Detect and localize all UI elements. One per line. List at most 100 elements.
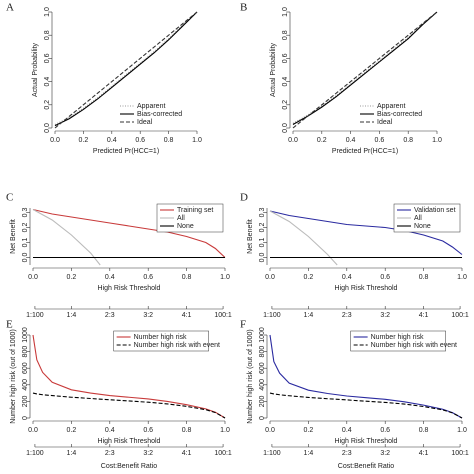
y-tick-label: 0.8: [282, 30, 289, 40]
y-axis-label: Number high risk (out of 1000): [247, 329, 254, 424]
series-line: [32, 334, 226, 419]
series-line: [292, 11, 438, 129]
x-axis-label: High Risk Threshold: [335, 285, 398, 292]
x-tick-label: 0.8: [164, 137, 174, 144]
y-axis-label: Actual Probability: [270, 42, 277, 97]
legend-label: All: [414, 215, 422, 222]
legend-label: Training set: [177, 207, 213, 214]
y-tick-label: 200: [259, 395, 266, 407]
panel-label: F: [240, 319, 246, 331]
series-line: [54, 11, 198, 127]
y-tick-label: 0.0: [282, 123, 289, 133]
y-tick-label: 1000: [259, 327, 266, 343]
series-line: [32, 392, 226, 419]
x-tick-label: 0.8: [419, 427, 429, 434]
y-tick-label: 0.8: [44, 30, 51, 40]
x-tick-label: 0.0: [288, 137, 298, 144]
legend-label: Apparent: [377, 103, 405, 110]
x-tick-label: 0.2: [317, 137, 327, 144]
legend-label: Number high risk: [371, 334, 424, 341]
legend-label: Bias-corrected: [377, 111, 422, 118]
y-tick-label: 600: [259, 362, 266, 374]
legend-label: Apparent: [137, 103, 165, 110]
legend-box: [350, 330, 446, 352]
x-tick-label: 0.4: [105, 427, 115, 434]
x-tick-label: 0.6: [375, 137, 385, 144]
x2-axis-label: Cost:Benefit Ratio: [338, 463, 395, 470]
x2-tick-label: 1:4: [304, 450, 314, 457]
x-tick-label: 0.2: [67, 427, 77, 434]
y-axis-label: Net Benefit: [10, 219, 17, 254]
series-line: [54, 11, 198, 129]
x2-tick-label: 1:100: [263, 450, 281, 457]
y-axis-label: Net Benefit: [247, 219, 254, 254]
panel-label: E: [6, 319, 13, 331]
y-tick-label: 0.3: [259, 208, 266, 218]
x-tick-label: 0.4: [342, 274, 352, 281]
x-tick-label: 0.4: [105, 274, 115, 281]
x2-tick-label: 1:100: [26, 312, 44, 319]
x2-tick-label: 1:4: [67, 312, 77, 319]
x-tick-label: 0.2: [67, 274, 77, 281]
legend-label: None: [414, 223, 431, 230]
series-line: [269, 210, 338, 266]
x-tick-label: 0.6: [143, 427, 153, 434]
legend-label: All: [177, 215, 185, 222]
x-tick-label: 1.0: [457, 274, 467, 281]
x-tick-label: 0.8: [403, 137, 413, 144]
x-tick-label: 0.8: [419, 274, 429, 281]
x2-tick-label: 100:1: [214, 450, 232, 457]
y-tick-label: 0.1: [22, 238, 29, 248]
y-axis-label: Actual Probability: [32, 42, 39, 97]
x-tick-label: 0.2: [304, 274, 314, 281]
y-tick-label: 0.0: [22, 253, 29, 263]
y-tick-label: 800: [22, 346, 29, 358]
x2-tick-label: 100:1: [451, 450, 469, 457]
y-axis-label: Number high risk (out of 1000): [10, 329, 17, 424]
x-axis-label: High Risk Threshold: [98, 285, 161, 292]
x-tick-label: 0.4: [346, 137, 356, 144]
y-tick-label: 0: [259, 416, 266, 420]
y-tick-label: 800: [259, 346, 266, 358]
x2-tick-label: 100:1: [451, 312, 469, 319]
y-tick-label: 0: [22, 416, 29, 420]
legend-label: Number high risk with event: [134, 342, 220, 349]
y-tick-label: 0.4: [44, 77, 51, 87]
x-tick-label: 0.6: [380, 274, 390, 281]
x-tick-label: 1.0: [220, 427, 230, 434]
series-line: [269, 210, 463, 255]
panel-label: C: [6, 192, 13, 204]
x-axis-label: High Risk Threshold: [98, 438, 161, 445]
legend-box: [113, 330, 209, 352]
x-tick-label: 0.2: [79, 137, 89, 144]
x-tick-label: 1.0: [220, 274, 230, 281]
legend-label: Number high risk with event: [371, 342, 457, 349]
x2-tick-label: 4:1: [419, 450, 429, 457]
x2-tick-label: 100:1: [214, 312, 232, 319]
x2-tick-label: 3:2: [143, 450, 153, 457]
x2-tick-label: 2:3: [342, 450, 352, 457]
x-tick-label: 0.4: [107, 137, 117, 144]
x-tick-label: 0.8: [182, 427, 192, 434]
legend-label: Number high risk: [134, 334, 187, 341]
y-tick-label: 1.0: [282, 7, 289, 17]
x-tick-label: 0.0: [265, 427, 275, 434]
legend-label: Bias-corrected: [137, 111, 182, 118]
legend-label: None: [177, 223, 194, 230]
y-tick-label: 0.0: [44, 123, 51, 133]
panel-label: B: [240, 2, 247, 14]
x-tick-label: 0.4: [342, 427, 352, 434]
x-tick-label: 0.2: [304, 427, 314, 434]
x2-axis-label: Cost:Benefit Ratio: [101, 463, 158, 470]
x2-tick-label: 4:1: [419, 312, 429, 319]
y-tick-label: 0.2: [282, 100, 289, 110]
x-tick-label: 0.6: [143, 274, 153, 281]
y-tick-label: 600: [22, 362, 29, 374]
x-tick-label: 0.8: [182, 274, 192, 281]
y-tick-label: 1000: [22, 327, 29, 343]
x2-tick-label: 1:4: [304, 312, 314, 319]
y-tick-label: 0.4: [282, 77, 289, 87]
panel-label: A: [6, 2, 14, 14]
legend-label: Ideal: [137, 119, 153, 126]
